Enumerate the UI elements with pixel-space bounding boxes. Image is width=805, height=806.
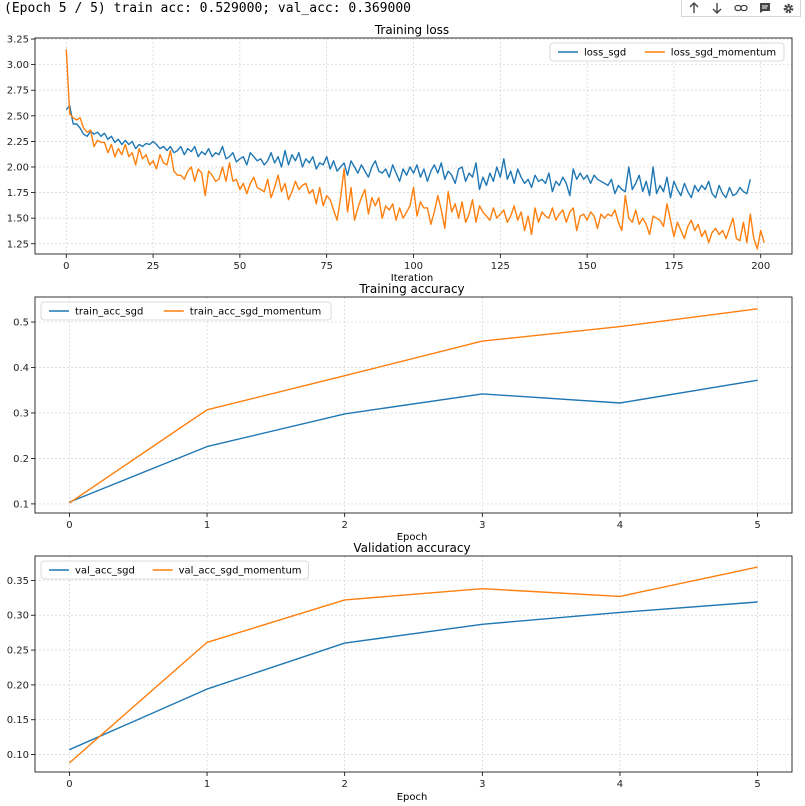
legend: loss_sgd loss_sgd_momentum [549, 42, 785, 62]
training-log-line: (Epoch 5 / 5) train acc: 0.529000; val_a… [4, 1, 411, 16]
legend-label: loss_sgd_momentum [671, 48, 776, 59]
chart-title: Training loss [374, 23, 449, 37]
y-tick-label: 2.75 [7, 86, 29, 97]
comment-icon[interactable] [755, 0, 775, 16]
legend-label: val_acc_sgd [75, 566, 135, 577]
x-tick-label: 50 [234, 261, 247, 272]
y-tick-label: 0.4 [13, 363, 29, 374]
link-icon[interactable] [731, 0, 751, 16]
validation-accuracy-chart: Validation accuracy 0 1 2 3 4 5 0.10 0.15 0.20 0.… [7, 541, 793, 803]
y-tick-label: 1.25 [7, 239, 29, 250]
y-tick-label: 0.1 [13, 499, 29, 510]
x-tick-label: 150 [578, 261, 597, 272]
y-tick-label: 2.25 [7, 137, 29, 148]
y-tick-label: 0.5 [13, 318, 29, 329]
arrow-down-icon[interactable] [707, 0, 727, 16]
x-tick-label: 0 [66, 779, 72, 790]
legend-box [549, 42, 785, 62]
x-tick-label: 2 [341, 520, 347, 531]
y-tick-label: 0.10 [7, 750, 29, 761]
legend-box [40, 301, 332, 321]
x-tick-label: 25 [147, 261, 160, 272]
x-tick-label: 0 [63, 261, 69, 272]
legend: train_acc_sgd train_acc_sgd_momentum [40, 301, 332, 321]
series-line-loss-sgd [65, 104, 751, 199]
y-tick-label: 3.00 [7, 60, 29, 71]
x-tick-label: 200 [751, 261, 770, 272]
x-tick-label: 100 [404, 261, 423, 272]
legend-label: train_acc_sgd [75, 307, 143, 318]
y-tick-label: 0.2 [13, 454, 29, 465]
y-tick-label: 2.00 [7, 162, 29, 173]
chart-title: Training accuracy [358, 282, 464, 296]
training-loss-chart: Training loss 0 25 50 75 100 125 150 175 200 1.25… [7, 23, 793, 284]
series-line-train-acc-sgd [69, 379, 758, 503]
legend-box [40, 560, 310, 580]
y-tick-label: 0.25 [7, 646, 29, 657]
series-line-train-acc-sgd-momentum [69, 308, 758, 504]
cell-toolbar [681, 0, 801, 17]
legend-label: train_acc_sgd_momentum [190, 307, 321, 318]
x-tick-label: 4 [617, 520, 623, 531]
y-tick-label: 1.75 [7, 188, 29, 199]
chart-title: Validation accuracy [353, 541, 470, 555]
y-tick-label: 3.25 [7, 35, 29, 46]
legend: val_acc_sgd val_acc_sgd_momentum [40, 560, 310, 580]
x-axis-label: Iteration [391, 273, 433, 284]
x-tick-label: 3 [479, 520, 485, 531]
x-tick-label: 5 [754, 520, 760, 531]
plot-frame [34, 555, 793, 773]
figure: Training loss 0 25 50 75 100 125 150 175 2001.25… [7, 23, 793, 803]
legend-label: val_acc_sgd_momentum [179, 566, 302, 577]
x-tick-label: 3 [479, 779, 485, 790]
x-tick-label: 4 [617, 779, 623, 790]
plot-frame [34, 296, 793, 514]
x-tick-label: 2 [341, 779, 347, 790]
y-tick-label: 0.35 [7, 576, 29, 587]
gear-icon[interactable] [778, 0, 798, 16]
series-line-val-acc-sgd [69, 601, 758, 751]
x-tick-label: 1 [204, 779, 210, 790]
y-tick-label: 2.50 [7, 111, 29, 122]
training-accuracy-chart: Training accuracy 0 1 2 3 4 50.10.20.30.40.5 … [13, 282, 793, 543]
x-axis-label: Epoch [397, 792, 428, 803]
x-tick-label: 1 [204, 520, 210, 531]
arrow-up-icon[interactable] [684, 0, 704, 16]
series-line-loss-sgd-momentum [65, 49, 765, 250]
x-tick-label: 5 [754, 779, 760, 790]
x-axis-label: Epoch [397, 532, 428, 543]
x-tick-label: 0 [66, 520, 72, 531]
x-tick-label: 75 [320, 261, 333, 272]
series-line-val-acc-sgd-momentum [68, 566, 758, 764]
x-tick-label: 125 [491, 261, 510, 272]
y-tick-label: 0.3 [13, 408, 29, 419]
y-tick-label: 0.20 [7, 680, 29, 691]
x-tick-label: 175 [664, 261, 683, 272]
y-tick-label: 0.15 [7, 715, 29, 726]
y-tick-label: 0.30 [7, 611, 29, 622]
y-tick-label: 1.50 [7, 214, 29, 225]
legend-label: loss_sgd [584, 48, 626, 59]
